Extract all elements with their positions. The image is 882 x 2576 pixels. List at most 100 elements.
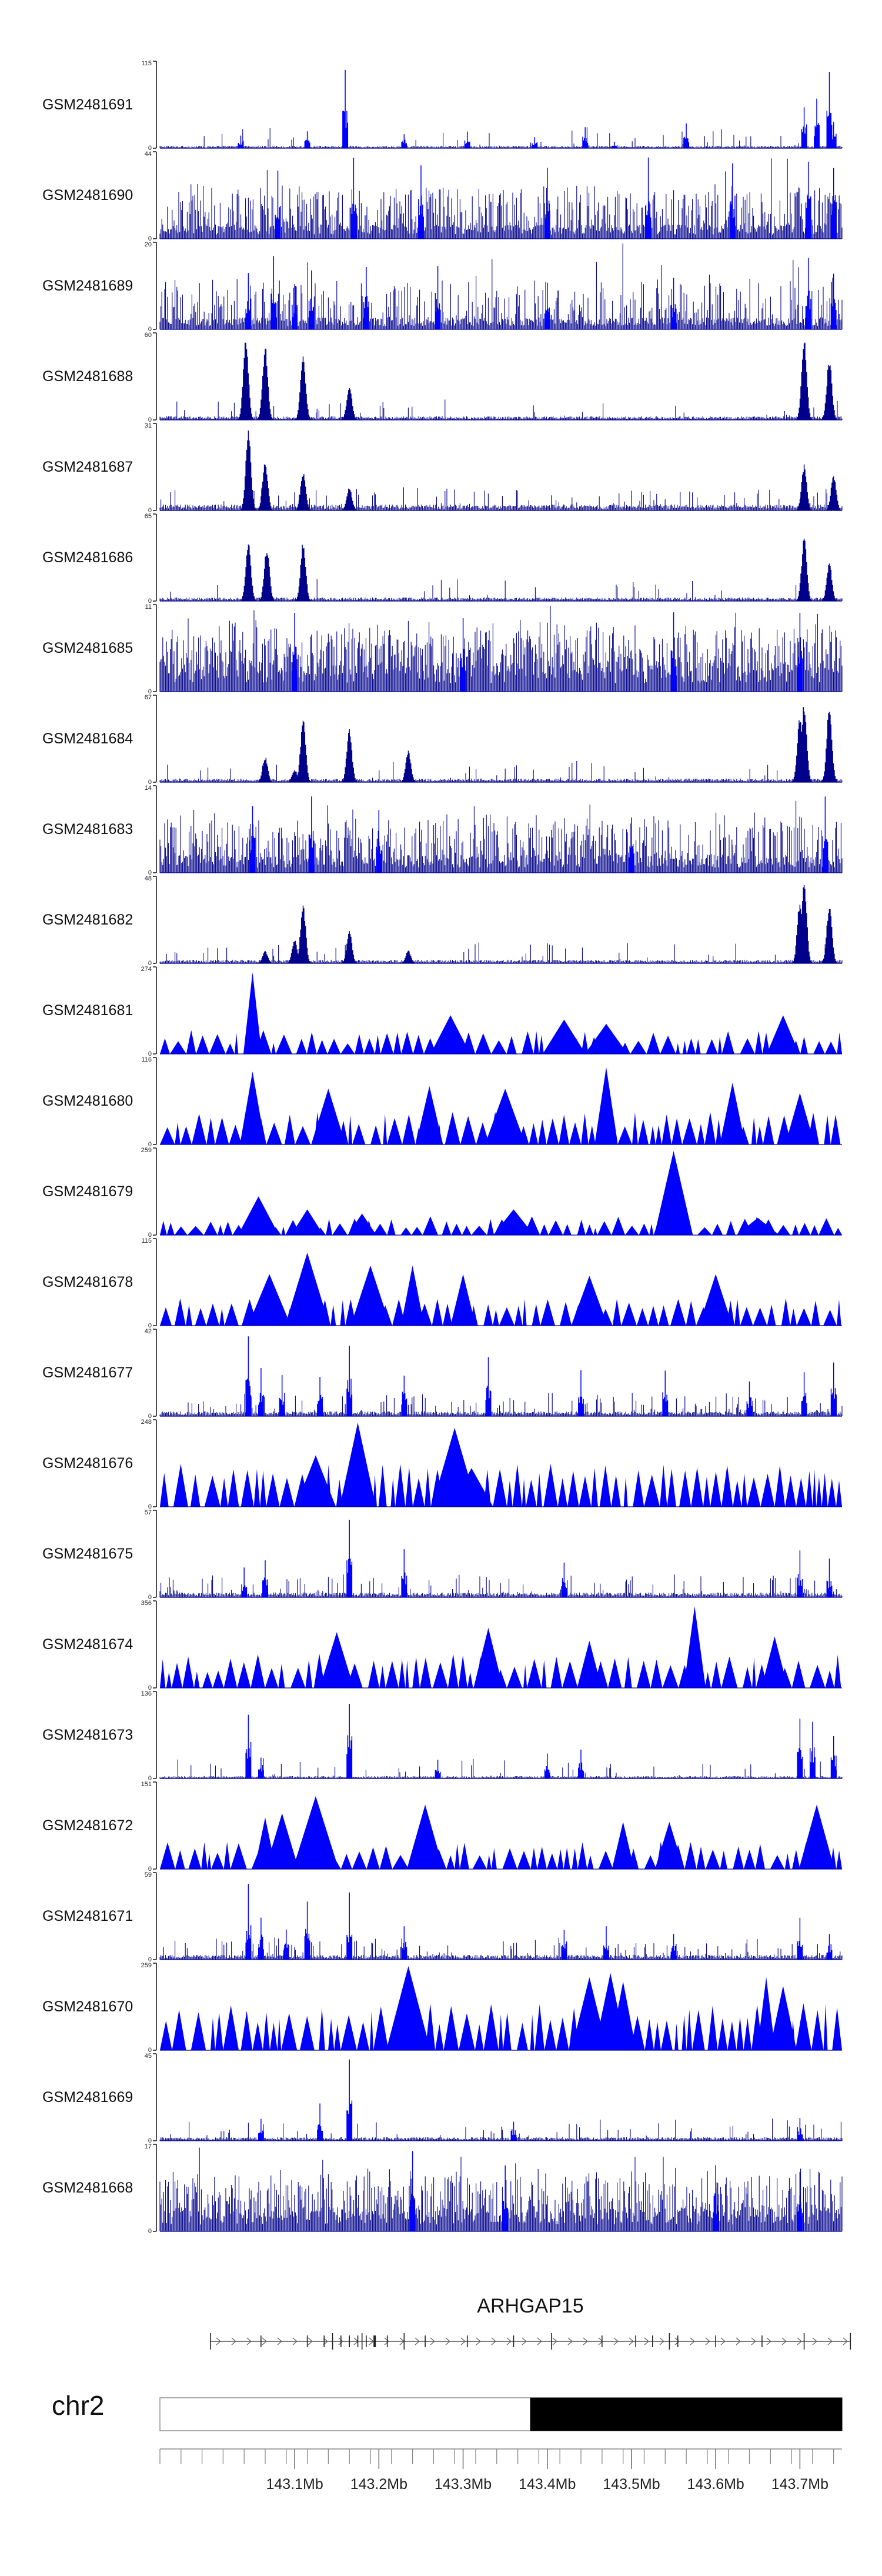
peak-6	[561, 1930, 567, 1960]
peak-2	[292, 284, 298, 329]
signal-bars	[159, 1393, 843, 1416]
peak-1	[262, 1560, 268, 1597]
y-max-label: 259	[141, 1962, 152, 1969]
y-min-label: 0	[148, 1232, 152, 1239]
peak-0	[342, 69, 349, 148]
peak-4	[797, 2118, 803, 2141]
signal-tracks: GSM24816911150GSM2481690440GSM2481689200…	[42, 60, 843, 2235]
peak-4	[363, 267, 369, 329]
peak-1	[259, 553, 275, 601]
track-GSM2481672: GSM2481672 151 0	[42, 1781, 842, 1873]
peak-1	[473, 1627, 503, 1688]
y-max-label: 11	[145, 603, 152, 610]
peak-5	[401, 1376, 407, 1416]
peak-4	[757, 1977, 776, 2050]
track-GSM2481676: GSM2481676 248 0	[42, 1419, 842, 1510]
signal-bars	[159, 2147, 843, 2231]
y-min-label: 0	[148, 2137, 152, 2144]
peak-11	[830, 1362, 837, 1416]
peak-2	[376, 810, 382, 873]
signal-bars	[159, 487, 843, 510]
tick-label-0: 143.1Mb	[266, 2476, 323, 2492]
peak-2	[279, 1374, 285, 1416]
y-min-label: 0	[148, 869, 152, 876]
peak-5	[720, 1082, 746, 1144]
y-max-label: 136	[141, 1690, 152, 1697]
peak-7	[830, 168, 837, 239]
peak-6	[582, 127, 589, 148]
track-GSM2481673: GSM2481673 136 0	[42, 1690, 843, 1782]
y-max-label: 42	[145, 1328, 152, 1335]
y-min-label: 0	[148, 145, 152, 152]
peak-2	[348, 1213, 377, 1235]
track-GSM2481678: GSM2481678 115 0	[42, 1237, 842, 1329]
peak-0	[245, 1884, 252, 1960]
peak-7	[612, 141, 618, 148]
peak-3	[485, 1089, 526, 1144]
track-label: GSM2481674	[42, 1636, 133, 1653]
y-max-label: 356	[141, 1600, 152, 1607]
signal-bars	[159, 579, 843, 601]
peak-7	[670, 278, 677, 329]
track-GSM2481671: GSM2481671 59 0	[42, 1871, 843, 1963]
peak-3	[401, 134, 407, 148]
peak-1	[291, 1209, 324, 1235]
peak-6	[799, 1804, 835, 1869]
peak-6	[796, 885, 812, 963]
track-GSM2481670: GSM2481670 259 0	[42, 1962, 842, 2054]
peak-5	[578, 1749, 584, 1778]
peak-10	[826, 1934, 833, 1960]
peak-2	[295, 474, 311, 510]
peak-2	[713, 2165, 719, 2231]
track-label: GSM2481690	[42, 187, 133, 203]
peak-3	[341, 388, 358, 420]
signal-bars	[159, 2118, 843, 2141]
peak-0	[248, 1274, 291, 1326]
peak-5	[401, 1926, 407, 1960]
y-min-label: 0	[148, 1141, 152, 1148]
peak-5	[435, 266, 441, 329]
peak-0	[386, 1966, 431, 2050]
track-GSM2481679: GSM2481679 259 0	[42, 1147, 842, 1239]
peak-8	[670, 1934, 677, 1960]
peak-0	[275, 171, 281, 239]
peak-3	[304, 1901, 310, 1960]
peak-4	[654, 1150, 693, 1235]
y-min-label: 0	[148, 2047, 152, 2054]
peak-3	[584, 1023, 628, 1054]
peak-3	[796, 538, 812, 601]
signal-area	[160, 1653, 841, 1688]
peak-7	[578, 1370, 584, 1416]
peak-0	[292, 613, 298, 692]
peak-1	[270, 256, 277, 329]
y-min-label: 0	[148, 960, 152, 967]
tick-label-4: 143.5Mb	[603, 2476, 660, 2492]
peak-2	[292, 1796, 339, 1869]
peak-7	[809, 1721, 816, 1778]
peak-2	[295, 720, 311, 782]
track-label: GSM2481685	[42, 640, 133, 656]
peak-2	[542, 1019, 586, 1054]
peak-6	[485, 1357, 492, 1416]
peak-6	[699, 1274, 733, 1326]
track-GSM2481688: GSM2481688 60 0	[42, 332, 843, 423]
peak-4	[544, 1753, 550, 1778]
peak-1	[257, 348, 273, 420]
y-min-label: 0	[148, 1775, 152, 1782]
signal-bars	[159, 399, 843, 420]
peak-3	[683, 1606, 706, 1688]
peak-0	[238, 1196, 279, 1235]
peak-0	[243, 972, 262, 1054]
track-GSM2481681: GSM2481681 274 0	[42, 966, 842, 1057]
y-min-label: 0	[148, 2228, 152, 2235]
y-min-label: 0	[148, 779, 152, 786]
track-GSM2481675: GSM2481675 57 0	[42, 1509, 843, 1601]
peak-2	[416, 1086, 443, 1144]
peak-3	[797, 2171, 803, 2231]
peak-10	[801, 1372, 807, 1416]
peak-5	[655, 1821, 684, 1869]
peak-4	[400, 950, 416, 963]
peak-4	[767, 1015, 800, 1054]
y-min-label: 0	[148, 1050, 152, 1057]
track-label: GSM2481673	[42, 1727, 133, 1743]
